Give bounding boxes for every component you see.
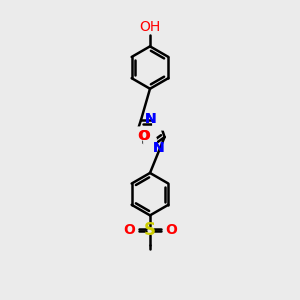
Text: O: O [137, 129, 149, 143]
Text: S: S [144, 221, 156, 239]
Text: N: N [153, 141, 164, 154]
Text: O: O [138, 129, 150, 142]
Text: N: N [152, 141, 164, 154]
Text: N: N [145, 112, 156, 126]
Text: O: O [123, 223, 135, 237]
Text: O: O [165, 223, 177, 237]
Text: OH: OH [140, 20, 160, 34]
Text: N: N [145, 112, 157, 126]
